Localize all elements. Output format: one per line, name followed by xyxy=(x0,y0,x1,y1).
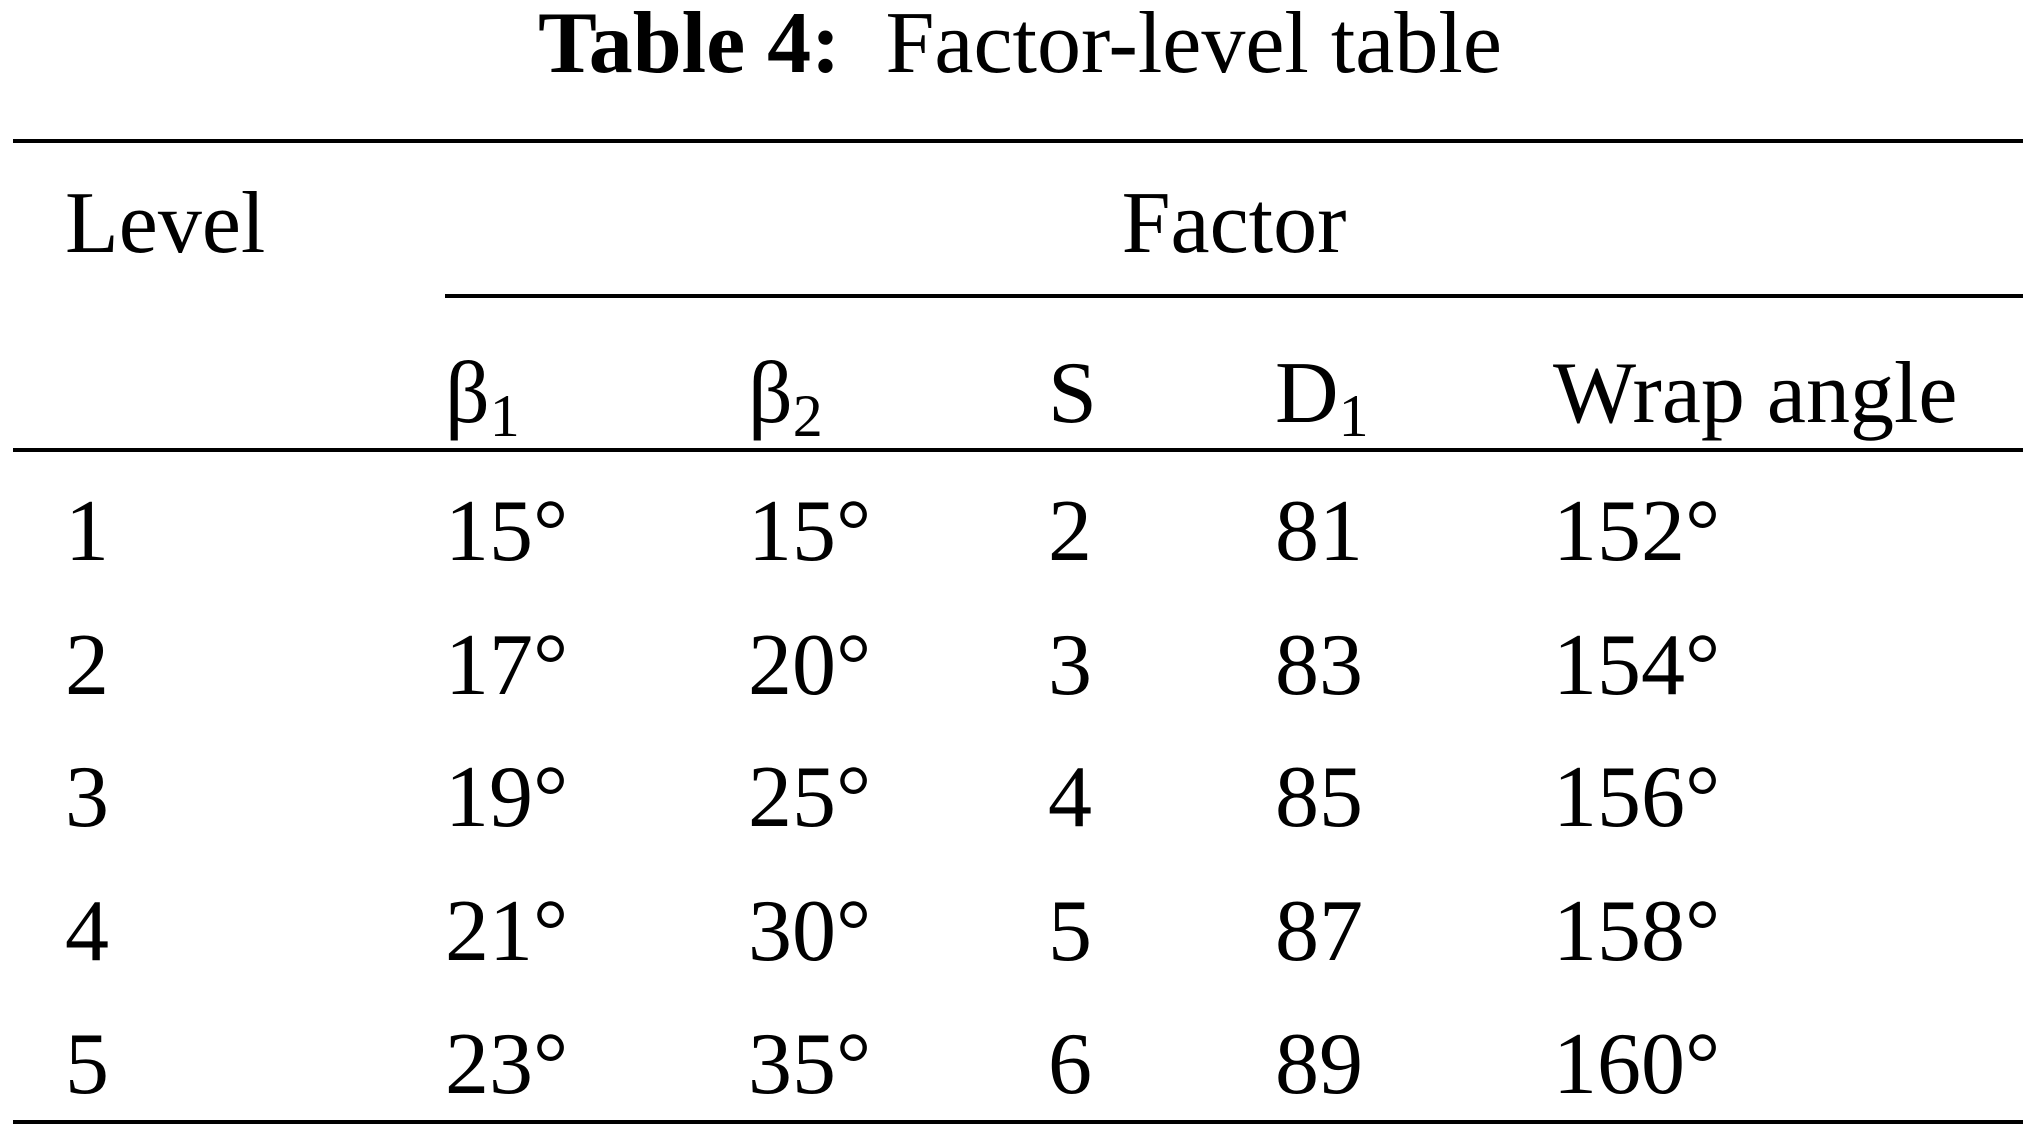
value-cell: 15° xyxy=(445,483,568,580)
level-cell: 5 xyxy=(65,1016,109,1113)
factor-header: Factor xyxy=(1122,175,1347,272)
value-cell: 156° xyxy=(1553,749,1720,846)
value-cell: 5 xyxy=(1048,883,1092,980)
value-cell: 2 xyxy=(1048,483,1092,580)
column-header: β1 xyxy=(445,345,520,449)
column-symbol: β xyxy=(748,345,793,442)
value-cell: 85 xyxy=(1275,749,1363,846)
value-cell: 160° xyxy=(1553,1016,1720,1113)
column-symbol: S xyxy=(1048,345,1097,442)
value-cell: 152° xyxy=(1553,483,1720,580)
column-subscript: 2 xyxy=(793,383,823,449)
column-header: S xyxy=(1048,345,1097,442)
value-cell: 154° xyxy=(1553,617,1720,714)
value-cell: 158° xyxy=(1553,883,1720,980)
level-cell: 1 xyxy=(65,483,109,580)
column-header: D1 xyxy=(1275,345,1369,449)
value-cell: 30° xyxy=(748,883,871,980)
value-cell: 17° xyxy=(445,617,568,714)
value-cell: 25° xyxy=(748,749,871,846)
table-caption: Table 4: Factor-level table xyxy=(538,0,1502,92)
level-cell: 2 xyxy=(65,617,109,714)
column-symbol: D xyxy=(1275,345,1339,442)
value-cell: 23° xyxy=(445,1016,568,1113)
column-subscript: 1 xyxy=(1339,383,1369,449)
caption-text: Factor-level table xyxy=(885,0,1501,92)
value-cell: 87 xyxy=(1275,883,1363,980)
level-cell: 4 xyxy=(65,883,109,980)
value-cell: 83 xyxy=(1275,617,1363,714)
value-cell: 21° xyxy=(445,883,568,980)
level-cell: 3 xyxy=(65,749,109,846)
column-header: Wrap angle xyxy=(1553,345,1957,442)
value-cell: 35° xyxy=(748,1016,871,1113)
caption-label: Table 4: xyxy=(538,0,840,92)
level-header: Level xyxy=(65,175,265,272)
value-cell: 89 xyxy=(1275,1016,1363,1113)
value-cell: 4 xyxy=(1048,749,1092,846)
value-cell: 3 xyxy=(1048,617,1092,714)
value-cell: 6 xyxy=(1048,1016,1092,1113)
column-symbol: β xyxy=(445,345,490,442)
value-cell: 81 xyxy=(1275,483,1363,580)
value-cell: 19° xyxy=(445,749,568,846)
value-cell: 15° xyxy=(748,483,871,580)
column-symbol: Wrap angle xyxy=(1553,345,1957,442)
column-header: β2 xyxy=(748,345,823,449)
column-subscript: 1 xyxy=(490,383,520,449)
value-cell: 20° xyxy=(748,617,871,714)
